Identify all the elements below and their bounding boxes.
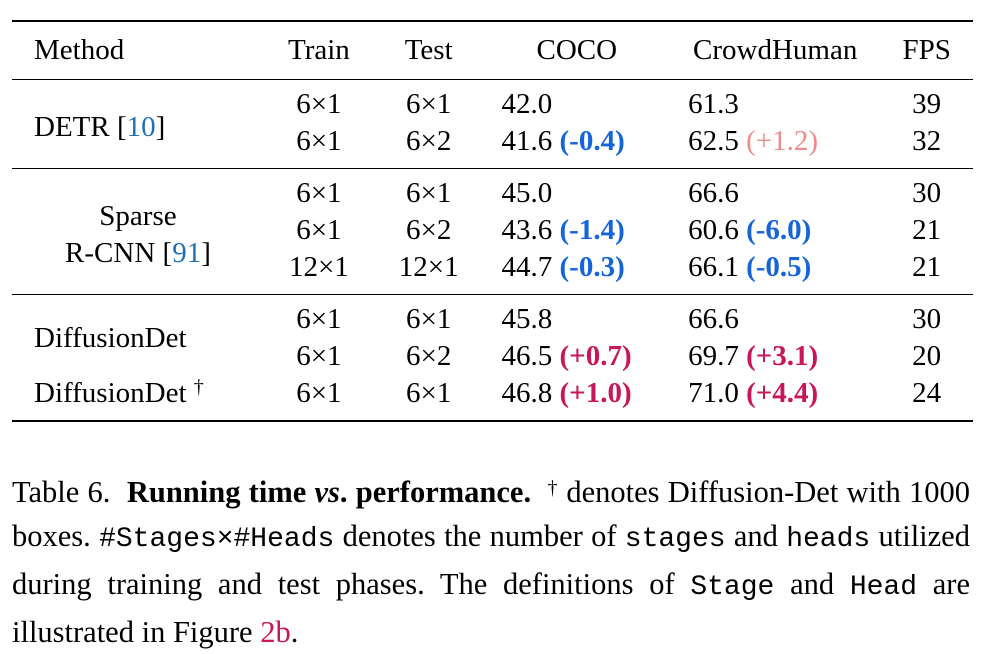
train-cell: 6×1 xyxy=(296,340,342,372)
coco-cell: 45.8 xyxy=(501,303,553,335)
method-line2: R-CNN [91] xyxy=(65,236,211,269)
method-diffusiondet: DiffusionDet xyxy=(34,321,187,354)
fps-cell: 24 xyxy=(912,377,942,409)
table-row: DETR [10] 6×1 6×1 42.0 61.3 39 xyxy=(12,79,973,143)
fps-cell: 21 xyxy=(912,251,942,283)
coco-delta: (+1.0) xyxy=(559,377,632,409)
method-name: DETR [ xyxy=(34,110,127,143)
coco-cell: 44.7 (-0.3) xyxy=(501,251,625,283)
table-row: DiffusionDet † 6×1 6×1 46.8 (+1.0) 71.0 … xyxy=(12,375,973,421)
caption-mono: #Stages×#Heads xyxy=(99,524,335,555)
test-cell: 6×2 xyxy=(406,340,452,372)
crowd-cell: 69.7 (+3.1) xyxy=(688,340,819,372)
train-cell: 6×1 xyxy=(296,303,342,335)
header-crowdhuman: CrowdHuman xyxy=(693,34,858,66)
coco-delta: (-0.3) xyxy=(559,251,625,283)
header-train: Train xyxy=(288,34,350,66)
table-row: Sparse R-CNN [91] 6×1 6×1 45.0 66.6 30 xyxy=(12,168,973,269)
fps-cell: 20 xyxy=(912,340,942,372)
train-cell: 6×1 xyxy=(296,88,342,120)
caption-dagger: † xyxy=(547,477,559,499)
caption-mono: heads xyxy=(786,524,871,555)
table-row: 12×1 12×1 44.7 (-0.3) 66.1 (-0.5) 21 xyxy=(12,249,973,295)
coco-cell: 43.6 (-1.4) xyxy=(501,214,625,246)
crowd-cell: 62.5 (+1.2) xyxy=(688,125,818,157)
crowd-cell: 66.6 xyxy=(688,177,739,209)
fps-cell: 39 xyxy=(912,88,942,120)
coco-cell: 46.5 (+0.7) xyxy=(501,340,632,372)
results-table-container: Method Train Test COCO CrowdHuman FPS DE… xyxy=(12,20,973,422)
crowd-cell: 66.6 xyxy=(688,303,739,335)
crowd-cell: 71.0 (+4.4) xyxy=(688,377,819,409)
train-cell: 6×1 xyxy=(296,377,342,409)
crowd-delta: (+1.2) xyxy=(746,125,818,157)
crowd-cell: 61.3 xyxy=(688,88,739,120)
crowd-delta: (-6.0) xyxy=(746,214,812,246)
coco-cell: 46.8 (+1.0) xyxy=(501,377,632,409)
results-table: Method Train Test COCO CrowdHuman FPS DE… xyxy=(12,20,973,422)
caption-mono: Stage xyxy=(690,572,775,603)
table-row: 6×1 6×2 46.5 (+0.7) 69.7 (+3.1) 20 xyxy=(12,338,973,375)
coco-delta: (+0.7) xyxy=(559,340,632,372)
table-row: 6×1 6×2 43.6 (-1.4) 60.6 (-6.0) 21 xyxy=(12,212,973,249)
coco-cell: 42.0 xyxy=(501,88,553,120)
figure-link[interactable]: 2b xyxy=(260,615,291,649)
test-cell: 6×1 xyxy=(406,88,452,120)
citation-link[interactable]: 10 xyxy=(126,110,156,143)
fps-cell: 32 xyxy=(912,125,942,157)
train-cell: 6×1 xyxy=(296,125,342,157)
fps-cell: 21 xyxy=(912,214,942,246)
caption-mono: Head xyxy=(849,572,918,603)
test-cell: 6×1 xyxy=(406,303,452,335)
test-cell: 12×1 xyxy=(398,251,459,283)
train-cell: 12×1 xyxy=(288,251,349,283)
caption-mono: stages xyxy=(624,524,726,555)
test-cell: 6×2 xyxy=(406,125,452,157)
caption-title: Running time vs. performance. xyxy=(126,475,532,509)
method-line1: Sparse xyxy=(99,199,177,232)
crowd-cell: 60.6 (-6.0) xyxy=(688,214,812,246)
dagger-mark: † xyxy=(193,376,204,398)
header-row: Method Train Test COCO CrowdHuman FPS xyxy=(12,21,973,80)
test-cell: 6×2 xyxy=(406,214,452,246)
test-cell: 6×1 xyxy=(406,177,452,209)
table-caption: Table 6. Running time vs. performance. †… xyxy=(12,475,970,649)
train-cell: 6×1 xyxy=(296,214,342,246)
table-row: DiffusionDet 6×1 6×1 45.8 66.6 30 xyxy=(12,294,973,354)
coco-cell: 41.6 (-0.4) xyxy=(501,125,625,157)
fps-cell: 30 xyxy=(912,177,942,209)
method-diffusiondet-1000: DiffusionDet † xyxy=(34,376,204,409)
test-cell: 6×1 xyxy=(406,377,452,409)
method-detr: DETR [10] xyxy=(12,80,264,169)
train-cell: 6×1 xyxy=(296,177,342,209)
caption-label: Table 6. xyxy=(12,475,111,509)
table-row: 6×1 6×2 41.6 (-0.4) 62.5 (+1.2) 32 xyxy=(12,123,973,169)
header-method: Method xyxy=(34,34,125,66)
coco-delta: (-0.4) xyxy=(559,125,625,157)
crowd-delta: (-0.5) xyxy=(746,251,812,283)
citation-link[interactable]: 91 xyxy=(172,236,202,269)
caption-text: denotes Diffusion-Det with 1000 boxes. xyxy=(12,475,970,553)
coco-delta: (-1.4) xyxy=(559,214,625,246)
header-test: Test xyxy=(404,34,453,66)
method-close: ] xyxy=(155,110,166,143)
crowd-delta: (+4.4) xyxy=(746,377,819,409)
coco-cell: 45.0 xyxy=(501,177,553,209)
header-fps: FPS xyxy=(902,34,951,66)
method-sparse-rcnn: Sparse R-CNN [91] xyxy=(12,169,264,295)
header-coco: COCO xyxy=(536,34,618,66)
crowd-cell: 66.1 (-0.5) xyxy=(688,251,812,283)
crowd-delta: (+3.1) xyxy=(746,340,819,372)
fps-cell: 30 xyxy=(912,303,942,335)
